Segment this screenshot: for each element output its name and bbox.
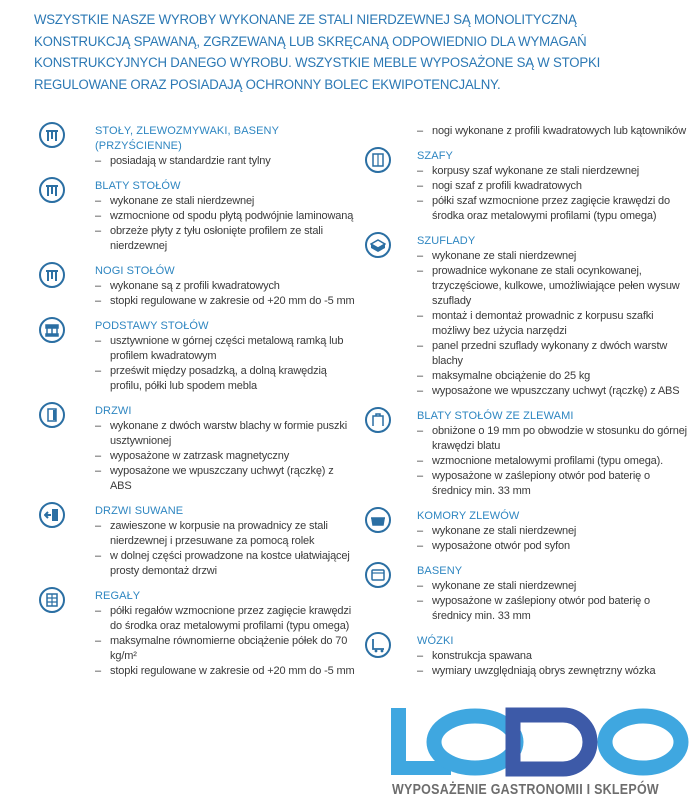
intro-text: WSZYSTKIE NASZE WYROBY WYKONANE ZE STALI… <box>34 12 601 93</box>
bullet-list: wykonane ze stali nierdzewnejwyposażone … <box>361 524 687 554</box>
section-table-top: BLATY STOŁÓW wykonane ze stali nierdzewne… <box>39 177 355 254</box>
section-title: SZUFLADY <box>417 235 476 247</box>
section-title: DRZWI SUWANE <box>95 505 184 517</box>
section-title: BLATY STOŁÓW ZE ZLEWAMI <box>417 410 574 422</box>
list-item: półki szaf wzmocnione przez zagięcie kra… <box>417 194 687 224</box>
list-item: korpusy szaf wykonane ze stali nierdzewn… <box>417 164 687 179</box>
logo-letter-l <box>391 708 406 775</box>
bullet-list: konstrukcja spawanawymiary uwzględniają … <box>361 649 687 679</box>
sink-bowl-icon <box>365 507 391 533</box>
list-item: prowadnice wykonane ze stali ocynkowanej… <box>417 264 687 309</box>
list-item: maksymalne równomierne obciążenie półek … <box>95 634 355 664</box>
bullet-list: usztywnione w górnej części metalową ram… <box>39 334 355 394</box>
list-item: prześwit między posadzką, a dolną krawęd… <box>95 364 355 394</box>
lodo-logo <box>391 707 689 777</box>
section-title: SZAFY <box>417 150 453 162</box>
list-item: wykonane ze stali nierdzewnej <box>417 249 687 264</box>
section-shelving: REGAŁY półki regałów wzmocnione przez zag… <box>39 587 355 679</box>
list-item: posiadają w standardzie rant tylny <box>95 154 355 169</box>
list-item: wyposażone we wpuszczany uchwyt (rączkę)… <box>417 384 687 399</box>
logo-letter-o2 <box>597 708 689 776</box>
section-title: STOŁY, ZLEWOZMYWAKI, BASENY (PRZYŚCIENNE… <box>95 125 279 152</box>
list-item: nogi wykonane z profili kwadratowych lub… <box>417 124 687 139</box>
list-item: konstrukcja spawana <box>417 649 687 664</box>
list-item: w dolnej części prowadzone na kostce uła… <box>95 549 355 579</box>
section-table-base: PODSTAWY STOŁÓW usztywnione w górnej częś… <box>39 317 355 394</box>
section-title: DRZWI <box>95 405 132 417</box>
section-sink-table: BLATY STOŁÓW ZE ZLEWAMI obniżone o 19 mm … <box>361 407 687 499</box>
list-item: wyposażone w zaślepiony otwór pod bateri… <box>417 594 687 624</box>
bullet-list: wykonane są z profili kwadratowychstopki… <box>39 279 355 309</box>
logo-tagline: WYPOSAŻENIE GASTRONOMII I SKLEPÓW <box>392 782 659 798</box>
bullet-list: korpusy szaf wykonane ze stali nierdzewn… <box>361 164 687 224</box>
section-title: PODSTAWY STOŁÓW <box>95 320 209 332</box>
section-cart: WÓZKI konstrukcja spawanawymiary uwzględn… <box>361 632 687 679</box>
section-title: BASENY <box>417 565 463 577</box>
bullet-list: nogi wykonane z profili kwadratowych lub… <box>361 124 687 139</box>
list-item: obniżone o 19 mm po obwodzie w stosunku … <box>417 424 687 454</box>
shelving-icon <box>39 587 65 613</box>
list-item: wyposażone w zaślepiony otwór pod bateri… <box>417 469 687 499</box>
list-item: wykonane ze stali nierdzewnej <box>417 579 687 594</box>
section-sink-bowl: KOMORY ZLEWÓW wykonane ze stali nierdzewn… <box>361 507 687 554</box>
bullet-list: zawieszone w korpusie na prowadnicy ze s… <box>39 519 355 579</box>
door-icon <box>39 402 65 428</box>
logo-letter-o1 <box>426 708 524 776</box>
logo-letter-l-base <box>391 761 451 775</box>
list-item: montaż i demontaż prowadnic z korpusu sz… <box>417 309 687 339</box>
table-legs-icon <box>39 262 65 288</box>
list-item: wykonane ze stali nierdzewnej <box>417 524 687 539</box>
bullet-list: posiadają w standardzie rant tylny <box>39 154 355 169</box>
basin-icon <box>365 562 391 588</box>
list-item: nogi szaf z profili kwadratowych <box>417 179 687 194</box>
section-continued: nogi wykonane z profili kwadratowych lub… <box>361 124 687 139</box>
bullet-list: wykonane z dwóch warstw blachy w formie … <box>39 419 355 494</box>
list-item: wykonane z dwóch warstw blachy w formie … <box>95 419 355 449</box>
table-icon <box>39 122 65 148</box>
logo-letter-d <box>505 707 598 777</box>
bullet-list: półki regałów wzmocnione przez zagięcie … <box>39 604 355 679</box>
list-item: wyposażone w zatrzask magnetyczny <box>95 449 355 464</box>
section-title: NOGI STOŁÓW <box>95 265 175 277</box>
list-item: panel przedni szuflady wykonany z dwóch … <box>417 339 687 369</box>
list-item: stopki regulowane w zakresie od +20 mm d… <box>95 294 355 309</box>
section-title: BLATY STOŁÓW <box>95 180 181 192</box>
list-item: wykonane ze stali nierdzewnej <box>95 194 355 209</box>
table-base-icon <box>39 317 65 343</box>
list-item: wzmocnione metalowymi profilami (typu om… <box>417 454 687 469</box>
bullet-list: wykonane ze stali nierdzewnejwyposażone … <box>361 579 687 624</box>
list-item: wyposażone we wpuszczany uchwyt (rączkę)… <box>95 464 355 494</box>
section-sliding-door: DRZWI SUWANE zawieszone w korpusie na pro… <box>39 502 355 579</box>
list-item: wymiary uwzględniają obrys zewnętrzny wó… <box>417 664 687 679</box>
section-basin: BASENY wykonane ze stali nierdzewnejwypos… <box>361 562 687 624</box>
cabinet-icon <box>365 147 391 173</box>
sink-table-icon <box>365 407 391 433</box>
section-title: WÓZKI <box>417 635 454 647</box>
left-column: STOŁY, ZLEWOZMYWAKI, BASENY (PRZYŚCIENNE… <box>39 122 355 689</box>
list-item: wyposażone otwór pod syfon <box>417 539 687 554</box>
list-item: usztywnione w górnej części metalową ram… <box>95 334 355 364</box>
list-item: wykonane są z profili kwadratowych <box>95 279 355 294</box>
bullet-list: wykonane ze stali nierdzewnejwzmocnione … <box>39 194 355 254</box>
drawer-icon <box>365 232 391 258</box>
bullet-list: obniżone o 19 mm po obwodzie w stosunku … <box>361 424 687 499</box>
list-item: obrzeże płyty z tyłu osłonięte profilem … <box>95 224 355 254</box>
list-item: wzmocnione od spodu płytą podwójnie lami… <box>95 209 355 224</box>
table-top-icon <box>39 177 65 203</box>
section-title: KOMORY ZLEWÓW <box>417 510 520 522</box>
list-item: zawieszone w korpusie na prowadnicy ze s… <box>95 519 355 549</box>
bullet-list: wykonane ze stali nierdzewnejprowadnice … <box>361 249 687 399</box>
sliding-door-icon <box>39 502 65 528</box>
section-title: REGAŁY <box>95 590 141 602</box>
section-table: STOŁY, ZLEWOZMYWAKI, BASENY (PRZYŚCIENNE… <box>39 122 355 169</box>
list-item: maksymalne obciążenie do 25 kg <box>417 369 687 384</box>
cart-icon <box>365 632 391 658</box>
section-drawer: SZUFLADY wykonane ze stali nierdzewnejpro… <box>361 232 687 399</box>
section-table-legs: NOGI STOŁÓW wykonane są z profili kwadrat… <box>39 262 355 309</box>
list-item: stopki regulowane w zakresie od +20 mm d… <box>95 664 355 679</box>
list-item: półki regałów wzmocnione przez zagięcie … <box>95 604 355 634</box>
right-column: nogi wykonane z profili kwadratowych lub… <box>361 124 687 689</box>
section-door: DRZWI wykonane z dwóch warstw blachy w fo… <box>39 402 355 494</box>
section-cabinet: SZAFY korpusy szaf wykonane ze stali nier… <box>361 147 687 224</box>
